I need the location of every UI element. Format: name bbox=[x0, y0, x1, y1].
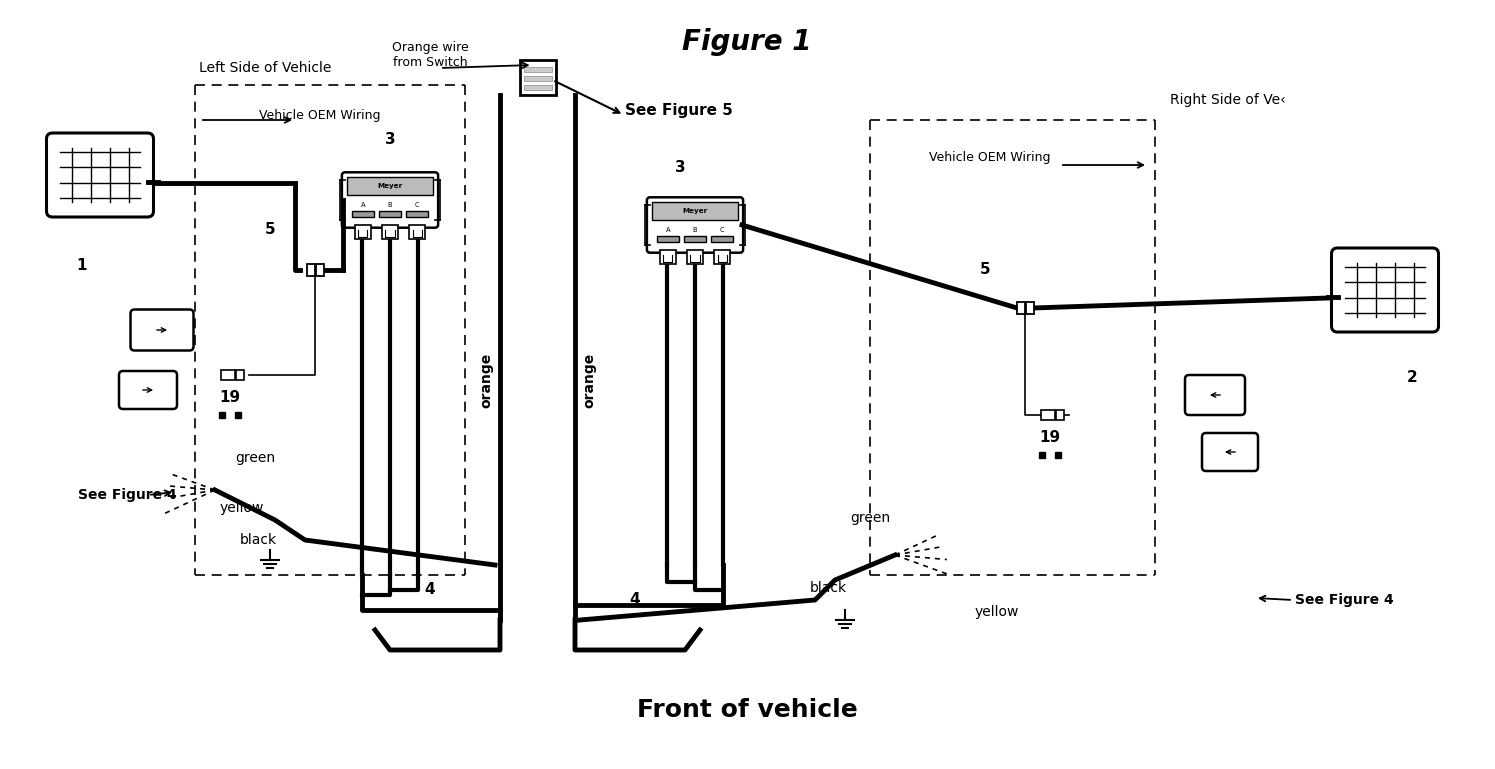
Text: yellow: yellow bbox=[220, 501, 265, 515]
FancyBboxPatch shape bbox=[1186, 375, 1245, 415]
Text: Orange wire
from Switch: Orange wire from Switch bbox=[392, 41, 468, 69]
Text: 2: 2 bbox=[1407, 371, 1417, 385]
Text: Meyer: Meyer bbox=[377, 183, 402, 189]
Text: 4: 4 bbox=[425, 582, 435, 598]
Bar bbox=[306, 264, 315, 276]
Text: Front of vehicle: Front of vehicle bbox=[637, 698, 857, 722]
Bar bbox=[381, 225, 398, 238]
Bar bbox=[221, 370, 235, 380]
FancyBboxPatch shape bbox=[647, 198, 743, 253]
FancyBboxPatch shape bbox=[1202, 433, 1257, 471]
Text: C: C bbox=[719, 227, 725, 233]
Bar bbox=[658, 236, 679, 242]
FancyBboxPatch shape bbox=[1332, 248, 1438, 332]
Text: Right Side of Ve‹: Right Side of Ve‹ bbox=[1171, 93, 1286, 107]
Text: Vehicle OEM Wiring: Vehicle OEM Wiring bbox=[259, 108, 381, 122]
Bar bbox=[1026, 302, 1035, 314]
Text: 19: 19 bbox=[1039, 430, 1060, 444]
Text: A: A bbox=[665, 227, 670, 233]
Bar bbox=[523, 76, 552, 81]
Text: B: B bbox=[387, 202, 392, 208]
Bar bbox=[347, 178, 434, 195]
Bar bbox=[315, 264, 324, 276]
Text: 5: 5 bbox=[979, 262, 990, 278]
Bar bbox=[407, 211, 428, 217]
Text: 19: 19 bbox=[220, 390, 241, 404]
Text: 1: 1 bbox=[76, 258, 87, 272]
Text: black: black bbox=[241, 533, 277, 547]
Bar bbox=[354, 225, 371, 238]
Text: See Figure 4: See Figure 4 bbox=[1295, 593, 1393, 607]
Bar bbox=[1041, 410, 1055, 420]
Text: See Figure 5: See Figure 5 bbox=[625, 102, 733, 118]
Text: B: B bbox=[692, 227, 697, 233]
Bar bbox=[410, 225, 425, 238]
FancyBboxPatch shape bbox=[46, 133, 154, 217]
Text: 3: 3 bbox=[384, 132, 395, 148]
Text: green: green bbox=[235, 451, 275, 465]
Text: orange: orange bbox=[582, 352, 597, 408]
Bar bbox=[1055, 410, 1064, 420]
Bar bbox=[236, 370, 244, 380]
Text: Figure 1: Figure 1 bbox=[682, 28, 812, 56]
Bar bbox=[353, 211, 374, 217]
Text: yellow: yellow bbox=[975, 605, 1020, 619]
FancyBboxPatch shape bbox=[120, 371, 176, 409]
Bar bbox=[715, 250, 730, 264]
Text: Vehicle OEM Wiring: Vehicle OEM Wiring bbox=[930, 151, 1051, 165]
Text: Meyer: Meyer bbox=[682, 208, 707, 214]
Text: green: green bbox=[851, 511, 890, 525]
Text: 4: 4 bbox=[629, 592, 640, 608]
Bar bbox=[652, 202, 739, 220]
FancyBboxPatch shape bbox=[342, 172, 438, 228]
Bar bbox=[1017, 302, 1026, 314]
Bar bbox=[380, 211, 401, 217]
Bar bbox=[712, 236, 733, 242]
FancyBboxPatch shape bbox=[130, 309, 193, 351]
Text: C: C bbox=[414, 202, 420, 208]
Bar bbox=[523, 67, 552, 72]
Text: A: A bbox=[360, 202, 365, 208]
Bar bbox=[685, 236, 706, 242]
Text: 5: 5 bbox=[265, 222, 275, 238]
Bar bbox=[659, 250, 676, 264]
Bar bbox=[686, 250, 703, 264]
Bar bbox=[519, 60, 556, 95]
Text: Left Side of Vehicle: Left Side of Vehicle bbox=[199, 61, 332, 75]
Text: 3: 3 bbox=[674, 159, 685, 175]
Text: black: black bbox=[810, 581, 848, 595]
Text: orange: orange bbox=[478, 352, 493, 408]
Bar bbox=[523, 85, 552, 90]
Text: See Figure 4: See Figure 4 bbox=[78, 488, 176, 502]
